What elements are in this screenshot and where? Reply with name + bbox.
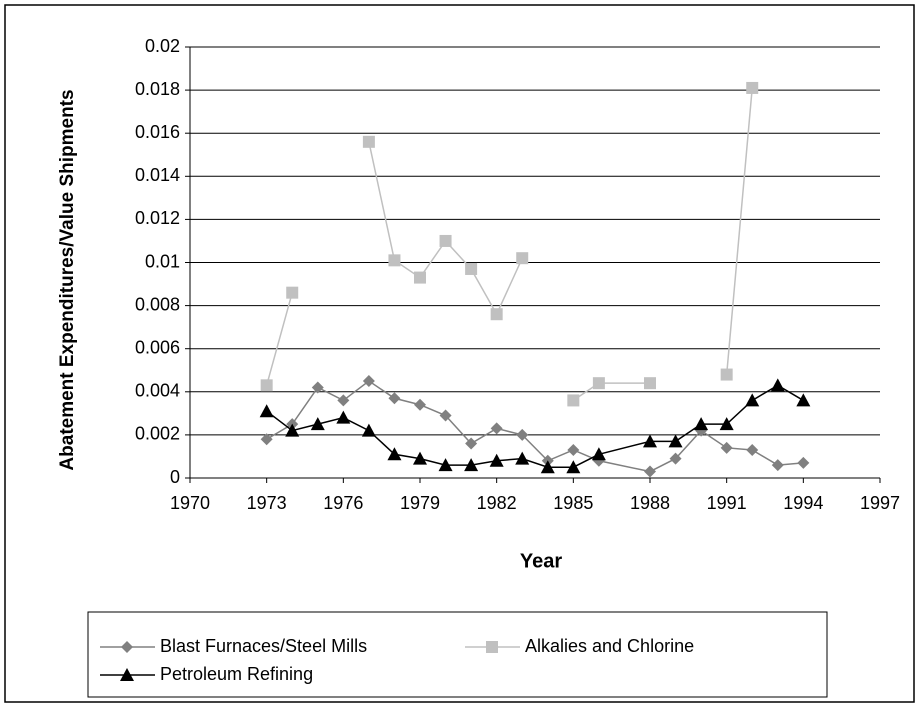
- marker: [285, 423, 300, 437]
- marker: [796, 393, 811, 407]
- marker: [336, 410, 351, 424]
- marker: [720, 368, 733, 381]
- y-axis-title: Abatement Expenditures/Value Shipments: [57, 89, 78, 471]
- marker: [643, 434, 657, 448]
- chart-frame: [4, 4, 915, 703]
- marker: [516, 428, 529, 441]
- marker: [439, 234, 452, 247]
- marker: [259, 404, 274, 418]
- marker: [745, 393, 760, 407]
- marker: [337, 394, 350, 407]
- marker: [388, 392, 401, 405]
- legend-box: [87, 611, 828, 698]
- x-tick-label: 1976: [323, 493, 363, 513]
- y-tick-label: 0.008: [135, 294, 180, 314]
- legend-label: Blast Furnaces/Steel Mills: [160, 636, 367, 656]
- marker: [515, 451, 530, 465]
- x-tick-label: 1970: [170, 493, 210, 513]
- marker: [719, 417, 734, 431]
- marker: [465, 437, 478, 450]
- x-tick-label: 1985: [553, 493, 593, 513]
- marker: [592, 377, 605, 390]
- marker: [668, 434, 683, 448]
- marker: [486, 641, 498, 653]
- marker: [310, 417, 325, 431]
- marker: [387, 447, 402, 461]
- x-tick-label: 1973: [247, 493, 287, 513]
- marker: [797, 456, 810, 469]
- marker: [361, 423, 376, 437]
- y-tick-label: 0.014: [135, 165, 180, 185]
- x-tick-label: 1982: [477, 493, 517, 513]
- x-tick-label: 1988: [630, 493, 670, 513]
- marker: [414, 271, 426, 284]
- marker: [439, 409, 452, 422]
- marker: [770, 378, 785, 392]
- marker: [516, 252, 529, 265]
- y-tick-label: 0.02: [145, 36, 180, 56]
- marker: [644, 377, 656, 390]
- series-line: [265, 87, 753, 402]
- marker: [567, 443, 580, 456]
- legend-label: Alkalies and Chlorine: [525, 636, 694, 656]
- x-tick-label: 1979: [400, 493, 440, 513]
- marker: [464, 458, 479, 472]
- marker: [121, 641, 133, 653]
- marker: [362, 375, 375, 388]
- marker: [414, 398, 426, 411]
- marker: [438, 458, 453, 472]
- marker: [746, 81, 759, 94]
- marker: [490, 308, 503, 321]
- marker: [311, 381, 324, 394]
- marker: [540, 460, 555, 474]
- marker: [490, 422, 503, 435]
- y-tick-label: 0.01: [145, 251, 180, 271]
- marker: [669, 452, 682, 465]
- marker: [120, 668, 134, 681]
- x-tick-label: 1991: [707, 493, 747, 513]
- legend-label: Petroleum Refining: [160, 664, 313, 684]
- marker: [771, 459, 784, 472]
- marker: [591, 447, 606, 461]
- y-tick-label: 0.006: [135, 337, 180, 357]
- marker: [388, 254, 401, 267]
- marker: [362, 135, 375, 148]
- y-tick-label: 0.018: [135, 79, 180, 99]
- marker: [286, 286, 299, 299]
- x-tick-label: 1997: [860, 493, 900, 513]
- marker: [746, 443, 759, 456]
- marker: [567, 394, 580, 407]
- marker: [260, 433, 273, 446]
- marker: [465, 262, 478, 275]
- y-tick-label: 0: [170, 467, 180, 487]
- marker: [720, 441, 733, 454]
- y-tick-label: 0.004: [135, 381, 180, 401]
- marker: [644, 465, 656, 478]
- y-tick-label: 0.016: [135, 122, 180, 142]
- marker: [566, 460, 581, 474]
- marker: [489, 453, 504, 467]
- y-tick-label: 0.012: [135, 208, 180, 228]
- y-tick-label: 0.002: [135, 424, 180, 444]
- marker: [260, 379, 273, 392]
- x-axis-title: Year: [520, 550, 562, 572]
- x-tick-label: 1994: [783, 493, 823, 513]
- marker: [694, 417, 709, 431]
- marker: [413, 451, 427, 465]
